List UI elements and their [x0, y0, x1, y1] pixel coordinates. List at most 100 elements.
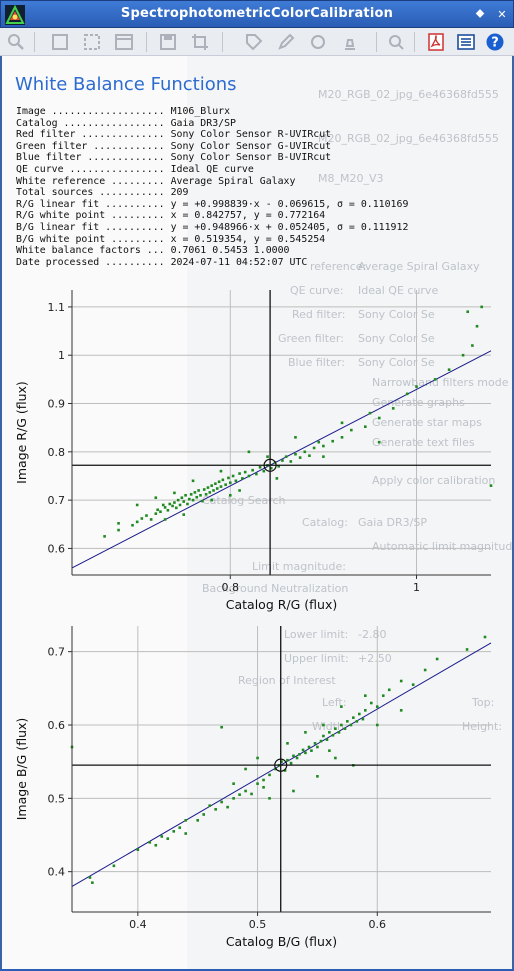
background-panel-text: Generate star maps — [372, 416, 482, 429]
background-panel-text: Sony Color Se — [358, 356, 435, 369]
data-point — [212, 489, 215, 492]
data-point — [178, 503, 182, 507]
data-point — [312, 446, 316, 450]
data-point — [243, 470, 247, 474]
save-icon[interactable] — [158, 32, 178, 52]
tag-icon[interactable] — [244, 32, 264, 52]
data-point — [294, 452, 297, 456]
y-tick-label: 0.4 — [48, 866, 66, 879]
list-icon[interactable] — [456, 32, 476, 52]
x-axis-label: Catalog R/G (flux) — [226, 597, 337, 612]
y-axis-label: Image B/G (flux) — [14, 718, 29, 821]
data-point — [135, 520, 139, 524]
data-point — [166, 837, 170, 840]
info-row: Catalog ................. Gaia DR3/SP — [16, 118, 408, 130]
x-tick-label: 0.8 — [222, 581, 240, 594]
page-title: White Balance Functions — [15, 74, 237, 95]
data-point — [214, 808, 217, 811]
data-point — [307, 745, 311, 749]
data-point — [224, 483, 227, 486]
search-icon[interactable] — [386, 32, 406, 52]
data-point — [298, 753, 301, 756]
info-value: x = 0.519354, y = 0.545254 — [170, 233, 326, 245]
background-panel — [187, 56, 512, 969]
data-point — [220, 800, 223, 804]
pdf-icon[interactable] — [426, 32, 446, 52]
data-point — [286, 742, 289, 745]
data-point — [247, 450, 251, 454]
y-tick-label: 0.9 — [48, 398, 66, 411]
data-point — [88, 876, 92, 879]
stamp-icon[interactable] — [340, 32, 360, 52]
data-point — [217, 480, 221, 484]
background-panel-text: Average Spiral Galaxy — [358, 260, 480, 273]
data-point — [256, 782, 259, 785]
data-point — [310, 749, 313, 752]
info-value: Sony Color Sensor G-UVIRcut — [170, 140, 332, 152]
window-icon[interactable] — [114, 32, 134, 52]
color-icon[interactable] — [308, 32, 328, 52]
crop-icon[interactable] — [190, 32, 210, 52]
data-point — [298, 456, 302, 459]
data-point — [268, 797, 271, 800]
data-point — [340, 421, 344, 425]
info-value: 2024-07-11 04:52:07 UTC — [170, 256, 308, 268]
info-row: White reference ......... Average Spiral… — [16, 176, 408, 188]
background-panel-text: Region of Interest — [238, 674, 336, 687]
edit-icon[interactable] — [276, 32, 296, 52]
data-point — [173, 501, 176, 504]
shade-icon[interactable]: ⯁ — [475, 8, 485, 21]
zoom-fit-icon[interactable] — [82, 32, 102, 52]
y-tick-label: 0.7 — [48, 494, 66, 507]
background-panel-text: Green filter: — [278, 332, 344, 345]
info-value: x = 0.842757, y = 0.772164 — [170, 210, 326, 222]
data-point — [258, 465, 262, 469]
y-tick-label: 0.5 — [48, 792, 66, 805]
data-point — [163, 506, 167, 509]
data-point — [191, 498, 195, 502]
data-point — [189, 493, 193, 496]
data-point — [214, 482, 217, 486]
close-icon[interactable]: ✕ — [497, 8, 507, 21]
data-point — [304, 751, 307, 755]
y-tick-label: 1 — [58, 349, 65, 362]
data-point — [483, 635, 487, 639]
data-point — [337, 731, 341, 734]
info-row: Blue filter ............. Sony Color Sen… — [16, 152, 408, 164]
help-icon[interactable]: ? — [485, 32, 505, 52]
data-point — [322, 444, 325, 448]
background-panel-text: Narrowband filters mode — [372, 376, 509, 389]
data-point — [251, 468, 254, 472]
data-point — [317, 440, 321, 444]
data-point — [399, 709, 403, 712]
background-panel-text: Automatic limit magnitude — [372, 540, 512, 553]
app-icon — [5, 5, 25, 25]
data-point — [112, 864, 116, 868]
y-tick-label: 0.6 — [48, 542, 66, 555]
data-point — [352, 716, 355, 719]
title-bar[interactable]: SpectrophotometricColorCalibration ⯁ ✕ — [0, 0, 514, 28]
data-point — [206, 486, 210, 489]
x-tick-label: 0.4 — [129, 918, 147, 931]
data-point — [368, 411, 372, 415]
background-panel-text: Background Neutralization — [202, 582, 349, 595]
data-point — [322, 455, 325, 458]
data-point — [184, 832, 188, 835]
zoom-icon[interactable] — [6, 32, 26, 52]
fit-icon[interactable] — [50, 32, 70, 52]
background-panel-text: Lower limit: — [284, 628, 349, 641]
data-point — [480, 305, 483, 309]
data-point — [461, 353, 465, 357]
data-point — [186, 502, 189, 506]
info-row: White balance factors ... 0.7061 0.5453 … — [16, 245, 408, 257]
data-point — [202, 813, 205, 816]
data-point — [262, 469, 266, 473]
bg-chart: 0.4 0.5 0.6 0.4 0.5 0.6 0.7 Catalog B/G (flux) I… — [14, 626, 492, 949]
data-point — [316, 775, 319, 778]
data-point — [292, 754, 295, 758]
data-point — [234, 479, 238, 483]
data-point — [322, 734, 325, 738]
data-point — [145, 514, 148, 517]
data-point — [171, 504, 174, 508]
report-view: M20_RGB_02_jpg_6e46368fd555 M20_RGB_02_jp… — [2, 56, 512, 969]
